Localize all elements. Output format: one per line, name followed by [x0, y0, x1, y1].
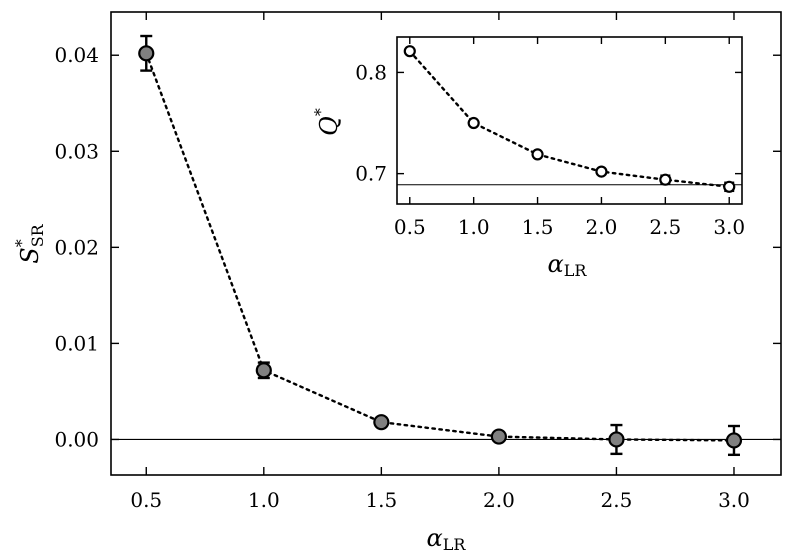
x-tick-label: 0.5	[394, 215, 426, 239]
y-tick-label: 0.02	[54, 235, 99, 259]
main-x-axis-label: αLR	[427, 524, 467, 554]
main-x-ticks: 0.5 1.0 1.5 2.0 2.5 3.0	[130, 12, 750, 512]
main-y-ticks: 0.00 0.01 0.02 0.03 0.04	[54, 43, 781, 451]
y-tick-label: 0.8	[355, 60, 387, 84]
y-tick-label: 0.04	[54, 43, 99, 67]
main-data-points	[138, 45, 743, 449]
svg-text:Q*: Q*	[311, 108, 343, 136]
y-tick-label: 0.00	[54, 427, 99, 451]
x-tick-label: 1.0	[248, 488, 280, 512]
svg-text:S*SR: S*SR	[12, 223, 47, 263]
x-tick-label: 2.5	[601, 488, 633, 512]
data-point	[255, 362, 272, 379]
data-point	[490, 428, 507, 445]
data-point	[659, 173, 672, 186]
x-tick-label: 1.5	[365, 488, 397, 512]
data-point	[467, 116, 480, 130]
x-tick-label: 3.0	[718, 488, 750, 512]
inset-x-axis-label: αLR	[548, 250, 588, 280]
data-point	[608, 431, 625, 448]
main-y-axis-label: S*SR	[12, 223, 47, 263]
data-point	[138, 45, 155, 62]
x-tick-label: 2.0	[586, 215, 618, 239]
x-tick-label: 2.5	[649, 215, 681, 239]
data-point	[725, 432, 743, 449]
x-tick-label: 1.0	[458, 215, 490, 239]
inset-x-ticks: 0.5 1.0 1.5 2.0 2.5 3.0	[394, 37, 745, 239]
data-point	[595, 165, 608, 178]
inset-series-line	[408, 49, 731, 188]
data-point	[403, 45, 416, 58]
inset-plot-frame	[396, 36, 743, 205]
inset-y-axis-label: Q*	[311, 108, 343, 136]
main-plot-frame	[110, 11, 782, 476]
y-tick-label: 0.01	[54, 331, 99, 355]
inset-y-ticks: 0.7 0.8	[355, 60, 742, 186]
y-tick-label: 0.7	[355, 162, 387, 186]
data-point	[531, 148, 544, 161]
y-tick-label: 0.03	[54, 139, 99, 163]
x-tick-label: 2.0	[483, 488, 515, 512]
x-tick-label: 1.5	[522, 215, 554, 239]
main-chart: 0.5 1.0 1.5 2.0 2.5 3.0 0.000.010.020.030.04 …	[12, 11, 782, 554]
data-point	[373, 414, 390, 431]
inset-data-points	[403, 45, 736, 193]
main-series-line	[145, 52, 736, 442]
x-tick-label: 0.5	[130, 488, 162, 512]
data-point	[723, 180, 736, 193]
x-tick-label: 3.0	[713, 215, 745, 239]
inset-chart: 0.5 1.0 1.5 2.0 2.5 3.0 0.7 0.8 αLR Q*	[311, 36, 745, 280]
